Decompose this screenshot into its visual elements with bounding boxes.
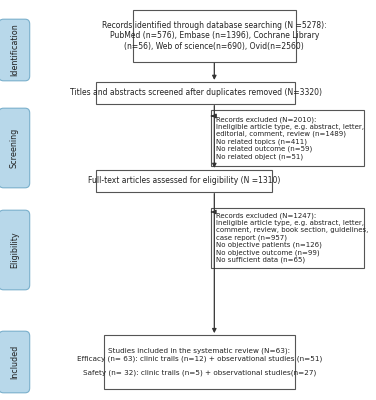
FancyBboxPatch shape bbox=[211, 110, 364, 166]
Text: Identification: Identification bbox=[10, 24, 19, 76]
Text: Full-text articles assessed for eligibility (N =1310): Full-text articles assessed for eligibil… bbox=[88, 176, 280, 185]
FancyBboxPatch shape bbox=[0, 331, 30, 393]
FancyBboxPatch shape bbox=[104, 335, 295, 389]
FancyBboxPatch shape bbox=[0, 108, 30, 188]
Text: Records identified through database searching (N =5278):
PubMed (n=576), Embase : Records identified through database sear… bbox=[102, 21, 327, 51]
Text: Studies included in the systematic review (N=63):
Efficacy (n= 63): clinic trail: Studies included in the systematic revie… bbox=[77, 348, 322, 376]
FancyBboxPatch shape bbox=[96, 170, 272, 192]
Text: Eligibility: Eligibility bbox=[10, 232, 19, 268]
Text: Titles and abstracts screened after duplicates removed (N=3320): Titles and abstracts screened after dupl… bbox=[70, 88, 321, 97]
Text: Records excluded (N=1247):
Ineligible article type, e.g. abstract, letter,
comme: Records excluded (N=1247): Ineligible ar… bbox=[216, 213, 368, 263]
Text: Included: Included bbox=[10, 345, 19, 379]
FancyBboxPatch shape bbox=[0, 210, 30, 290]
FancyBboxPatch shape bbox=[0, 19, 30, 81]
Text: Screening: Screening bbox=[10, 128, 19, 168]
FancyBboxPatch shape bbox=[133, 10, 296, 62]
Text: Records excluded (N=2010):
Ineligible article type, e.g. abstract, letter,
edito: Records excluded (N=2010): Ineligible ar… bbox=[216, 116, 364, 160]
FancyBboxPatch shape bbox=[211, 208, 364, 268]
FancyBboxPatch shape bbox=[96, 82, 295, 104]
